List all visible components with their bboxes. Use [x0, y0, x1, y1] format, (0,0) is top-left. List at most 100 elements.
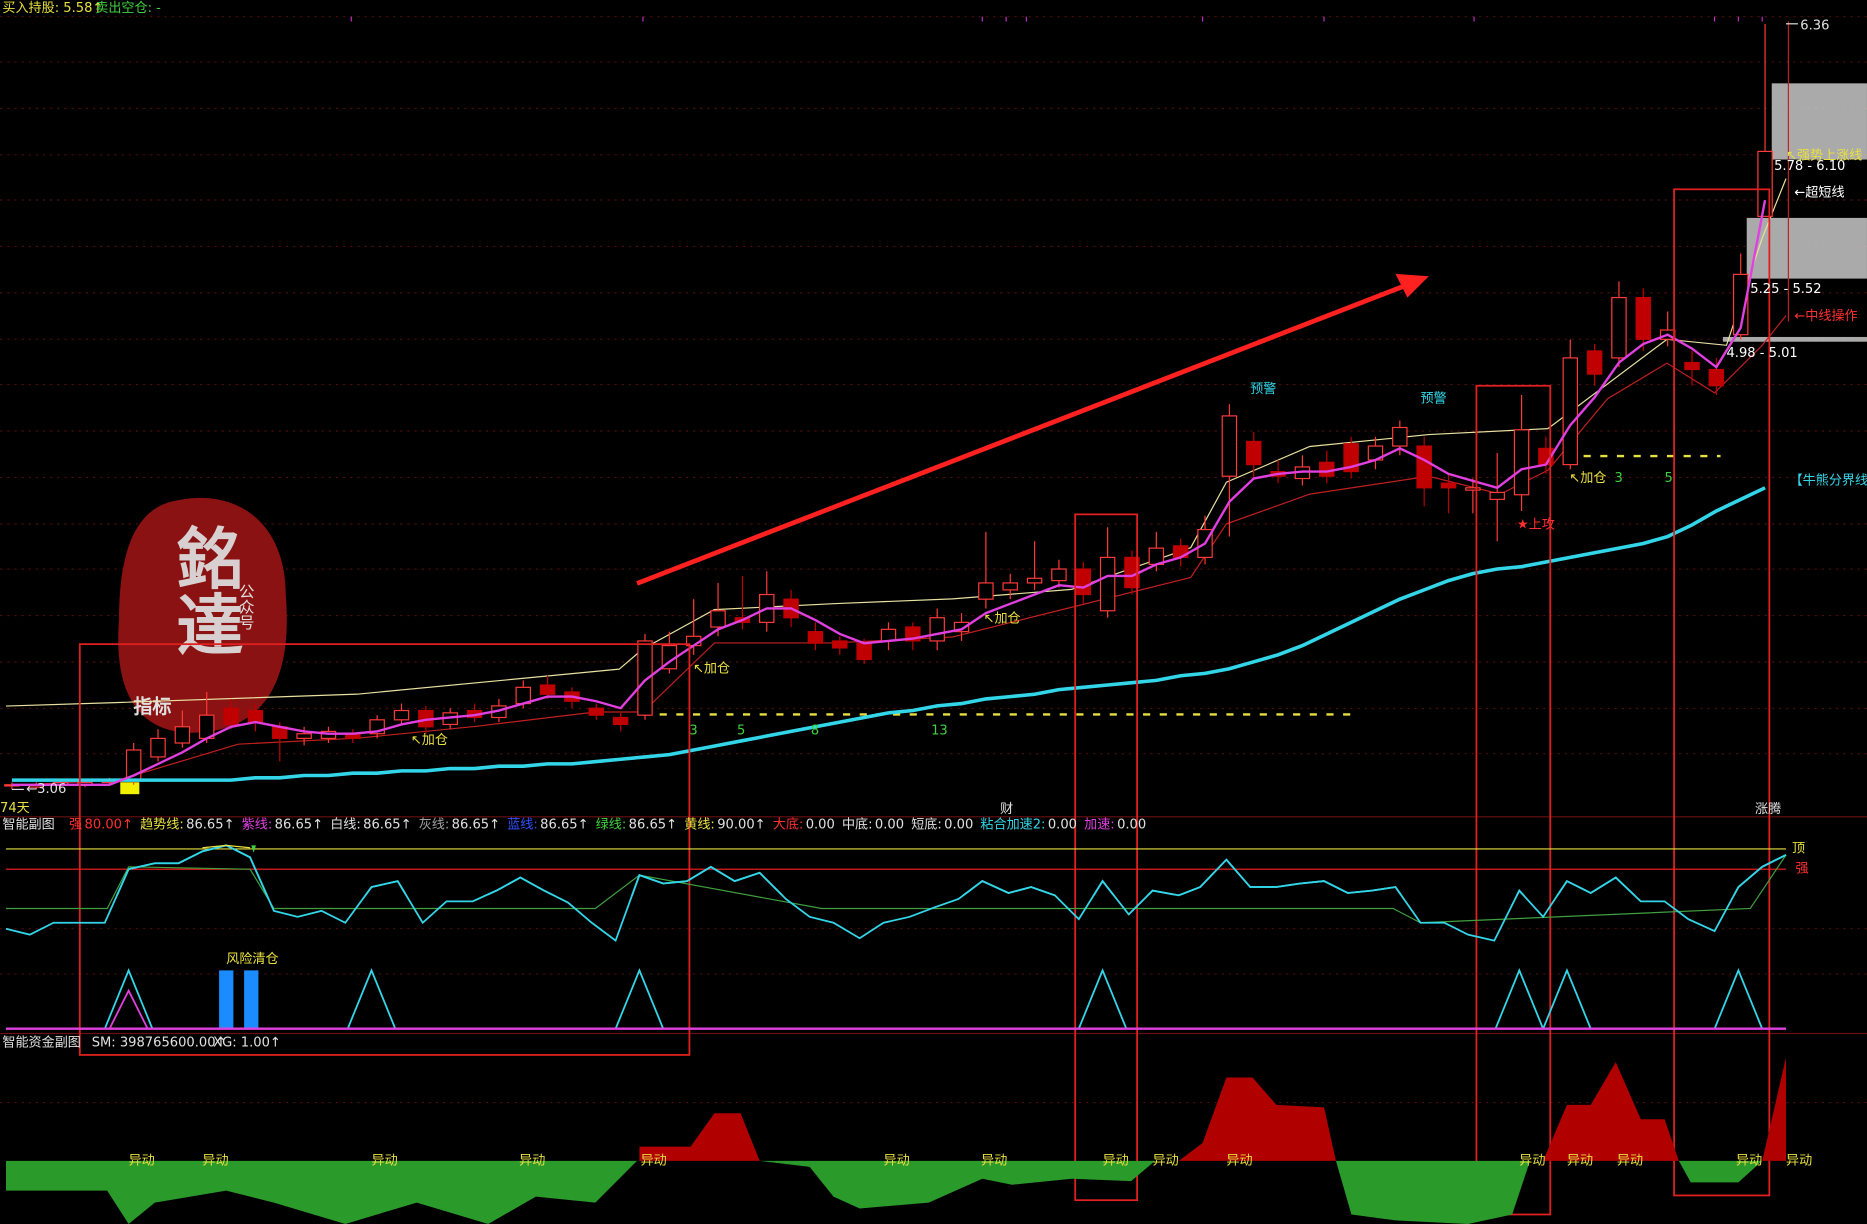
candle-body [1489, 491, 1505, 501]
indicator-name: 紫线: [242, 817, 273, 833]
sell-label: 卖出空仓: - [95, 0, 161, 16]
strong-label: 强 [1796, 862, 1809, 877]
candle-body [953, 621, 970, 633]
bull-bear-label: 【牛熊分界线】 [1790, 473, 1867, 489]
candle-body [1416, 445, 1432, 489]
lines [11, 199, 1767, 786]
warn-label: 预警 [1420, 390, 1446, 406]
trend-arrow [636, 283, 1406, 586]
strong-line-label: ↖强势上涨线 [1786, 147, 1862, 163]
candle-body [247, 709, 264, 723]
indicator-value: 86.65↑ [275, 818, 323, 833]
signal-label: 异动 [641, 1152, 667, 1168]
indicator-value: 80.00↑ [85, 818, 133, 833]
indicator-name: 中底: [842, 817, 873, 833]
ma-line [11, 486, 1766, 782]
green-line [5, 854, 1787, 924]
fib-label: 13 [931, 724, 948, 739]
signals: 异动 异动 异动 异动 异动 异动 异动 异动 异动 异动 异动 异动 异动 异动 异动 [129, 1152, 1813, 1168]
signal-box [120, 782, 140, 795]
zone-label: 5.78 - 6.10 [1774, 159, 1845, 174]
lower-band [5, 315, 1787, 787]
candle-body [1732, 273, 1749, 336]
indicator-value: 0.00 [1117, 818, 1146, 833]
indicator-name: 蓝线: [507, 817, 538, 833]
ma-line [11, 199, 1767, 786]
signal-label: 异动 [1736, 1152, 1762, 1168]
zone-box [1722, 336, 1867, 342]
add-label: ↖加仓 [984, 611, 1021, 627]
watermark-blob [118, 497, 287, 733]
indicator-value: 86.65↑ [186, 818, 234, 833]
peak-mark [202, 844, 251, 849]
risk-bar [244, 970, 259, 1029]
fund-negative [5, 1160, 1763, 1224]
buy-label: 买入持股: 5.58↑ [2, 0, 103, 16]
highlight-boxes [78, 188, 1771, 1216]
candle-body [929, 617, 945, 642]
add-label: ↖加仓 [411, 732, 448, 748]
short-line-label: ←超短线 [1794, 184, 1844, 200]
candle-body [1684, 361, 1700, 371]
days: 74天 [0, 801, 30, 816]
indicator-value: 0.00 [806, 818, 835, 833]
candle-body [588, 707, 605, 716]
candle-body [1635, 296, 1652, 340]
candle-body [612, 716, 629, 726]
candle-body [1221, 415, 1238, 477]
risk-bar [219, 970, 234, 1029]
indicator-name: 强 [69, 818, 82, 833]
candle-body [1002, 582, 1018, 591]
candle-body [1586, 350, 1603, 375]
candle-body [223, 707, 239, 726]
top-ticks [350, 16, 1763, 22]
zone-box [1771, 83, 1867, 160]
oscillator [5, 844, 1787, 943]
indicator-value: 86.65↑ [540, 818, 588, 833]
indicator-value: 86.65↑ [452, 818, 500, 833]
candle-body [393, 709, 410, 721]
indicator-value: 90.00↑ [717, 818, 765, 833]
candle-body [710, 610, 726, 628]
candle-body [1051, 568, 1067, 582]
fund-sm: SM: 398765600.00↑ [92, 1036, 227, 1051]
indicator-name: 短底: [911, 817, 942, 833]
down-arrow [251, 845, 257, 853]
indicator-title: 智能副图 [2, 817, 54, 833]
signal-label: 异动 [1153, 1152, 1179, 1168]
indicator-value: 0.00 [875, 818, 904, 833]
attack-label: ★上攻 [1517, 517, 1555, 533]
candle-body [1708, 368, 1725, 387]
signal-label: 异动 [202, 1152, 228, 1168]
risk-label: 风险清仓 [226, 951, 278, 967]
fund-xg: XG: 1.00↑ [213, 1036, 281, 1051]
signal-label: 异动 [129, 1152, 155, 1168]
indicator-value: 0.00 [1048, 818, 1077, 833]
add-label: ↖加仓 [693, 661, 730, 677]
fib-label: 5 [737, 724, 745, 739]
candle-body [1075, 568, 1092, 596]
fib-label: 8 [811, 724, 819, 739]
candle-body [296, 733, 312, 739]
warn-label: 预警 [1250, 381, 1276, 397]
indicator-value: 0.00 [944, 818, 973, 833]
candle-body [637, 640, 653, 716]
candle-body [880, 628, 897, 642]
price-high: 6.36 [1800, 19, 1829, 34]
indicator-value: 86.65↑ [363, 818, 411, 833]
indicator-name: 加速: [1084, 817, 1115, 833]
candle-body [978, 582, 994, 600]
candle-body [1513, 429, 1530, 496]
candle-body [1562, 357, 1579, 466]
signal-label: 异动 [1617, 1152, 1643, 1168]
indicator-value: 86.65↑ [629, 818, 677, 833]
signal-label: 异动 [1103, 1152, 1129, 1168]
watermark-title: 銘達 [166, 524, 244, 658]
fib-label: 5 [1665, 471, 1673, 486]
top-label: 顶 [1792, 841, 1805, 856]
candle-body [832, 640, 848, 649]
signal-label: 异动 [883, 1152, 909, 1168]
